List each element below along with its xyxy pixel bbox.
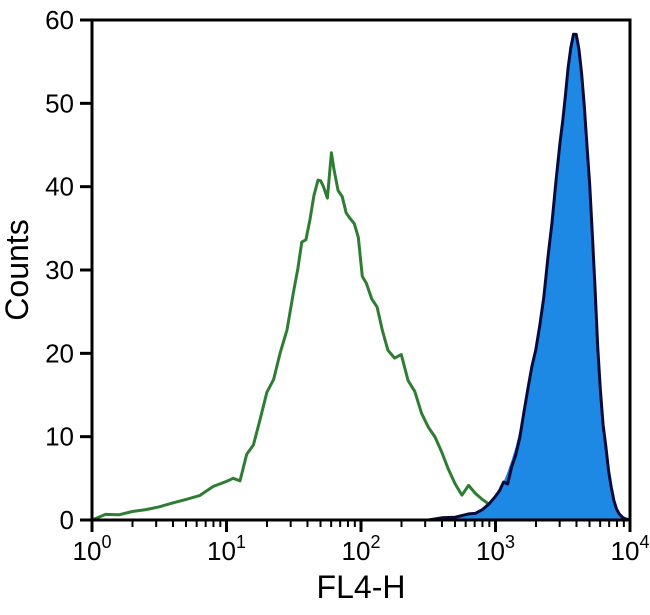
y-tick-label: 0 xyxy=(60,505,74,535)
x-axis-label: FL4-H xyxy=(317,569,406,605)
flow-histogram-svg: 100 101 102 103 104 0 10 20 30 40 50 60 Counts FL4-H xyxy=(0,0,650,615)
y-tick-label: 60 xyxy=(45,5,74,35)
chart-container: 100 101 102 103 104 0 10 20 30 40 50 60 Counts FL4-H xyxy=(0,0,650,615)
y-tick-label: 10 xyxy=(45,422,74,452)
y-tick-label: 50 xyxy=(45,88,74,118)
x-tick-label: 103 xyxy=(476,532,515,566)
y-tick-label: 20 xyxy=(45,338,74,368)
x-tick-label: 104 xyxy=(611,532,650,566)
x-tick-label: 102 xyxy=(342,532,381,566)
x-tick-label: 100 xyxy=(73,532,112,566)
y-tick-label: 40 xyxy=(45,172,74,202)
x-tick-label: 101 xyxy=(207,532,246,566)
y-axis-label: Counts xyxy=(0,219,35,320)
y-tick-label: 30 xyxy=(45,255,74,285)
